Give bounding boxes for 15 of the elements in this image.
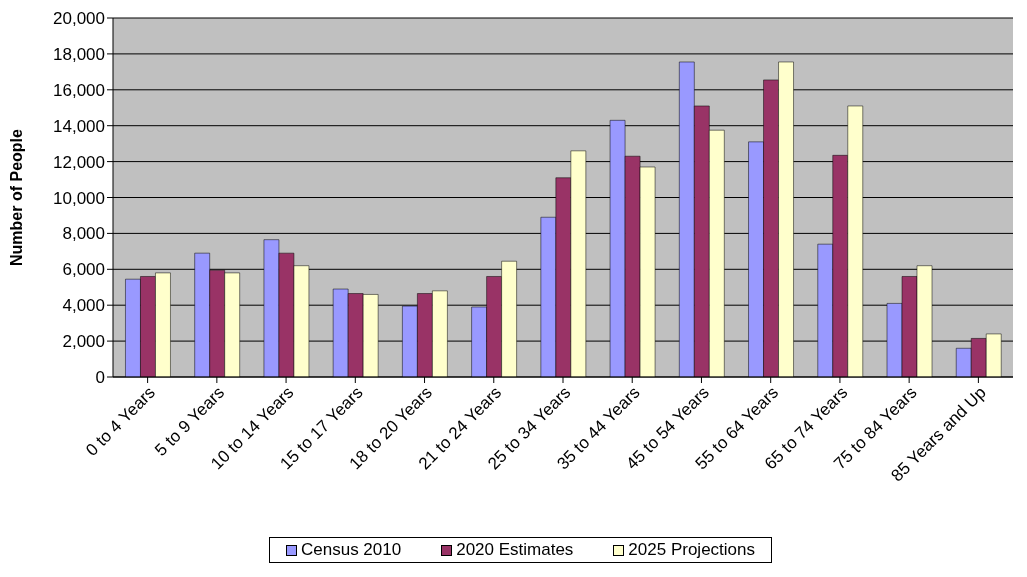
y-tick-label: 14,000 bbox=[53, 116, 105, 136]
y-tick-label: 20,000 bbox=[53, 9, 105, 29]
y-tick-label: 16,000 bbox=[53, 80, 105, 100]
legend-label: Census 2010 bbox=[300, 540, 402, 560]
y-tick-label: 6,000 bbox=[62, 260, 105, 280]
y-tick-label: 4,000 bbox=[62, 296, 105, 316]
y-tick-label: 10,000 bbox=[53, 188, 105, 208]
y-tick-label: 2,000 bbox=[62, 332, 105, 352]
y-tick-label: 0 bbox=[95, 368, 105, 388]
legend-label: 2025 Projections bbox=[627, 540, 755, 560]
y-tick-label: 18,000 bbox=[53, 44, 105, 64]
legend-label: 2020 Estimates bbox=[455, 540, 574, 560]
y-tick-label: 12,000 bbox=[53, 152, 105, 172]
y-tick-label: 8,000 bbox=[62, 224, 105, 244]
y-axis-title: Number of People bbox=[7, 128, 25, 266]
